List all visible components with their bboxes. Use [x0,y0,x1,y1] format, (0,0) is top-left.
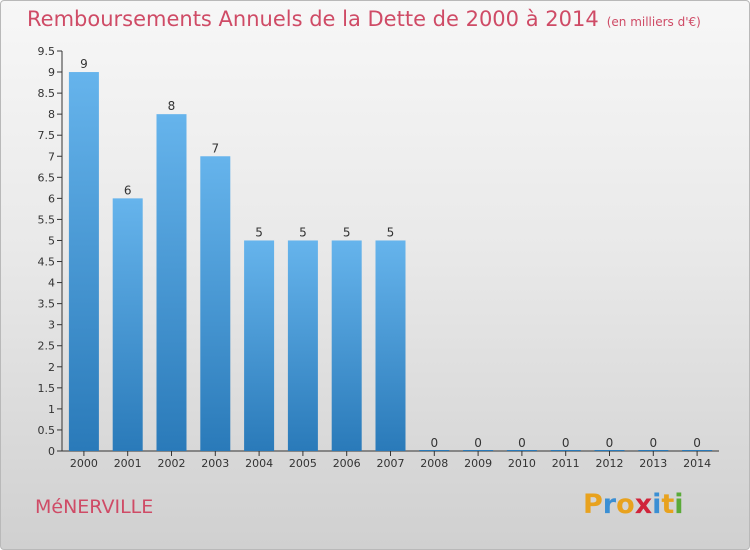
logo-letter: r [602,489,617,520]
logo-letter: o [616,489,635,520]
y-tick-label: 2.5 [38,340,56,353]
bar [112,198,143,451]
y-tick-label: 7.5 [38,129,56,142]
bar [550,450,581,451]
data-label: 8 [168,99,176,113]
bar [244,240,275,451]
data-label: 0 [430,436,438,450]
data-label: 7 [211,141,219,155]
proxiti-logo: Proxiti [583,489,684,520]
y-tick-label: 9.5 [38,45,56,58]
logo-letter: P [583,489,603,520]
x-tick-label: 2008 [420,457,448,470]
x-tick-label: 2013 [639,457,667,470]
chart-unit: (en milliers d'€) [606,15,701,29]
y-tick-label: 1.5 [38,382,56,395]
x-tick-label: 2004 [245,457,273,470]
x-tick-label: 2000 [70,457,98,470]
bar [375,240,406,451]
bar [638,450,669,451]
y-tick-label: 8 [48,108,55,121]
y-tick-label: 6.5 [38,171,56,184]
y-tick-label: 3.5 [38,298,56,311]
commune-name: MéNERVILLE [35,496,154,518]
x-tick-label: 2014 [683,457,711,470]
x-tick-label: 2001 [114,457,142,470]
bar [287,240,318,451]
data-label: 0 [562,436,570,450]
y-tick-label: 2 [48,361,55,374]
x-tick-label: 2006 [333,457,361,470]
x-tick-label: 2012 [596,457,624,470]
bar [68,72,99,451]
bar [682,450,713,451]
logo-letter: t [661,489,675,520]
data-label: 5 [255,225,263,239]
logo-letter: i [674,489,684,520]
y-tick-label: 5 [48,234,55,247]
data-label: 5 [343,225,351,239]
y-tick-label: 7 [48,150,55,163]
y-tick-label: 8.5 [38,87,56,100]
x-tick-label: 2007 [377,457,405,470]
y-tick-label: 3 [48,319,55,332]
bar [331,240,362,451]
data-label: 0 [649,436,657,450]
x-tick-label: 2009 [464,457,492,470]
bar [463,450,494,451]
x-tick-label: 2005 [289,457,317,470]
bar [506,450,537,451]
data-label: 5 [299,225,307,239]
logo-letter: i [652,489,662,520]
x-tick-label: 2002 [158,457,186,470]
chart-title-text: Remboursements Annuels de la Dette de 20… [27,7,599,31]
y-tick-label: 4 [48,277,55,290]
y-tick-label: 5.5 [38,213,56,226]
x-tick-label: 2010 [508,457,536,470]
data-label: 0 [606,436,614,450]
y-tick-label: 9 [48,66,55,79]
bar [156,114,187,451]
x-tick-label: 2003 [201,457,229,470]
bar [200,156,231,451]
bar [419,450,450,451]
bar [594,450,625,451]
data-label: 0 [693,436,701,450]
data-label: 9 [80,57,88,71]
y-tick-label: 4.5 [38,256,56,269]
logo-letter: x [634,489,653,520]
y-tick-label: 1 [48,403,55,416]
chart-title: Remboursements Annuels de la Dette de 20… [27,7,701,31]
y-tick-label: 0.5 [38,424,56,437]
y-tick-label: 6 [48,192,55,205]
data-label: 0 [474,436,482,450]
x-tick-label: 2011 [552,457,580,470]
data-label: 0 [518,436,526,450]
y-tick-label: 0 [48,445,55,458]
data-label: 6 [124,183,132,197]
data-label: 5 [387,225,395,239]
